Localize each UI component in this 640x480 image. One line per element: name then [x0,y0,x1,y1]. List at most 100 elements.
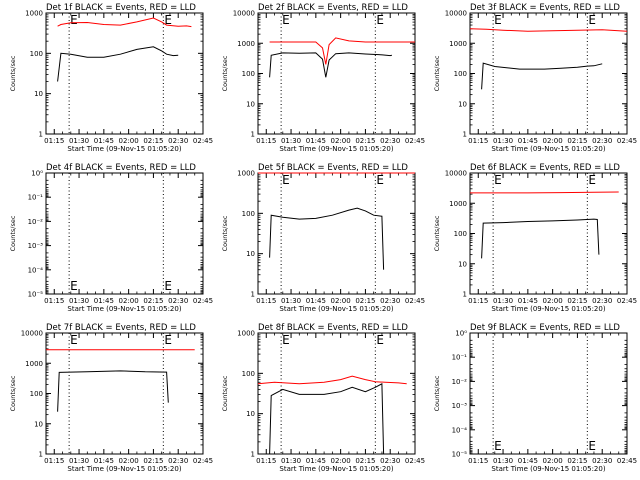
y-tick-label: 10 [34,420,43,428]
y-tick-label: 100 [30,50,43,58]
panel-title: Det 1f BLACK = Events, RED = LLD [46,3,196,13]
x-tick-label: 02:30 [380,137,400,145]
x-tick-label: 02:00 [543,457,563,465]
x-tick-label: 02:15 [143,137,163,145]
x-tick-label: 01:30 [69,297,89,305]
detector-panel-8: Det 8f BLACK = Events, RED = LLD 1 10 100 10… [221,323,425,473]
y-axis-label: Counts/sec [9,215,17,251]
x-tick-label: 02:30 [592,297,612,305]
y-tick-label: 100 [242,210,255,218]
y-tick-label: 10000 [445,170,467,178]
x-tick-label: 02:15 [143,457,163,465]
y-tick-label: 10 [34,90,43,98]
y-tick-label: 1 [251,451,255,459]
x-tick-label: 02:45 [193,457,213,465]
y-axis-label: Counts/sec [221,375,229,411]
x-tick-label: 02:15 [355,137,375,145]
x-axis-label: Start Time (09-Nov-15 01:05:20) [491,305,605,313]
y-tick-label: 10⁻⁴ [452,426,468,434]
x-tick-label: 01:30 [281,297,301,305]
x-tick-label: 01:30 [493,297,513,305]
y-tick-label: 10 [246,100,255,108]
marker-annotation: E [376,333,384,347]
x-tick-label: 02:30 [380,297,400,305]
y-tick-label: 1 [39,131,43,139]
events-rate-line [269,207,385,270]
marker-annotation: E [164,279,172,293]
x-tick-label: 02:00 [331,137,351,145]
x-axis-label: Start Time (09-Nov-15 01:05:20) [491,465,605,473]
y-tick-label: 1 [251,131,255,139]
detector-panel-3: Det 3f BLACK = Events, RED = LLD 1 10 100 10… [433,3,637,153]
y-tick-label: 1000 [449,40,467,48]
lld-rate-line [269,37,415,65]
y-tick-label: 10⁻³ [28,242,44,250]
x-tick-label: 02:30 [168,457,188,465]
x-tick-label: 01:15 [468,297,488,305]
events-rate-line [269,52,392,78]
y-tick-label: 10⁻¹ [452,354,468,362]
x-tick-label: 01:15 [256,137,276,145]
y-tick-label: 1 [463,291,467,299]
x-tick-label: 01:45 [306,457,326,465]
x-tick-label: 02:30 [592,137,612,145]
plot-frame [45,172,204,295]
y-tick-label: 10000 [21,330,43,338]
x-tick-label: 01:45 [94,457,114,465]
x-axis-label: Start Time (09-Nov-15 01:05:20) [279,145,393,153]
x-tick-label: 01:45 [518,137,538,145]
x-axis-label: Start Time (09-Nov-15 01:05:20) [67,145,181,153]
plot-frame [257,332,416,455]
y-tick-label: 1000 [25,360,43,368]
x-tick-label: 01:15 [468,457,488,465]
x-tick-label: 01:30 [69,457,89,465]
panel-title: Det 7f BLACK = Events, RED = LLD [46,323,196,333]
x-tick-label: 01:30 [493,137,513,145]
detector-panel-6: Det 6f BLACK = Events, RED = LLD 1 10 100 10… [433,163,637,313]
x-tick-label: 02:30 [168,137,188,145]
panel-title: Det 8f BLACK = Events, RED = LLD [258,323,408,333]
panel-title: Det 6f BLACK = Events, RED = LLD [470,163,620,173]
y-axis-label: Counts/sec [221,215,229,251]
lld-rate-line [470,191,619,194]
y-tick-label: 10⁻³ [452,402,468,410]
y-tick-label: 100 [242,370,255,378]
x-tick-label: 01:45 [94,297,114,305]
marker-annotation: E [494,13,502,27]
marker-annotation: E [494,173,502,187]
y-tick-label: 10⁻² [28,218,44,226]
x-tick-label: 02:00 [119,137,139,145]
marker-annotation: E [164,333,172,347]
x-tick-label: 01:30 [281,457,301,465]
marker-annotation: E [70,279,78,293]
y-tick-label: 100 [454,230,467,238]
x-tick-label: 01:30 [281,137,301,145]
y-tick-label: 10 [458,100,467,108]
detector-panel-7: Det 7f BLACK = Events, RED = LLD 1 10 100 10… [9,323,213,473]
y-axis-label: Counts/sec [433,55,441,91]
y-axis-label: Counts/sec [433,375,441,411]
y-tick-label: 10⁰ [455,330,467,338]
x-tick-label: 01:30 [69,137,89,145]
lld-rate-line [257,375,407,385]
lld-rate-line [57,17,192,28]
marker-annotation: E [70,13,78,27]
y-tick-label: 10⁻⁵ [452,451,468,459]
y-tick-label: 1000 [449,200,467,208]
y-tick-label: 10000 [445,10,467,18]
x-tick-label: 02:30 [380,457,400,465]
marker-annotation: E [164,13,172,27]
x-tick-label: 02:45 [405,457,425,465]
y-tick-label: 100 [454,70,467,78]
y-tick-label: 10000 [233,10,255,18]
y-tick-label: 10⁻⁴ [28,266,44,274]
x-tick-label: 02:30 [592,457,612,465]
y-tick-label: 10⁻² [452,378,468,386]
y-tick-label: 100 [30,390,43,398]
events-rate-line [57,46,179,82]
x-tick-label: 01:15 [44,137,64,145]
x-tick-label: 01:30 [493,457,513,465]
y-axis-label: Counts/sec [221,55,229,91]
y-axis-label: Counts/sec [433,215,441,251]
